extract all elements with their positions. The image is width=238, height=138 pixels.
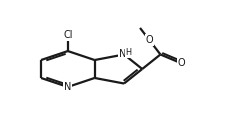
Text: H: H [125, 48, 131, 57]
Text: Cl: Cl [63, 30, 73, 40]
Text: N: N [119, 50, 126, 59]
Text: N: N [64, 82, 71, 92]
Text: O: O [145, 35, 153, 45]
Text: O: O [178, 59, 185, 68]
